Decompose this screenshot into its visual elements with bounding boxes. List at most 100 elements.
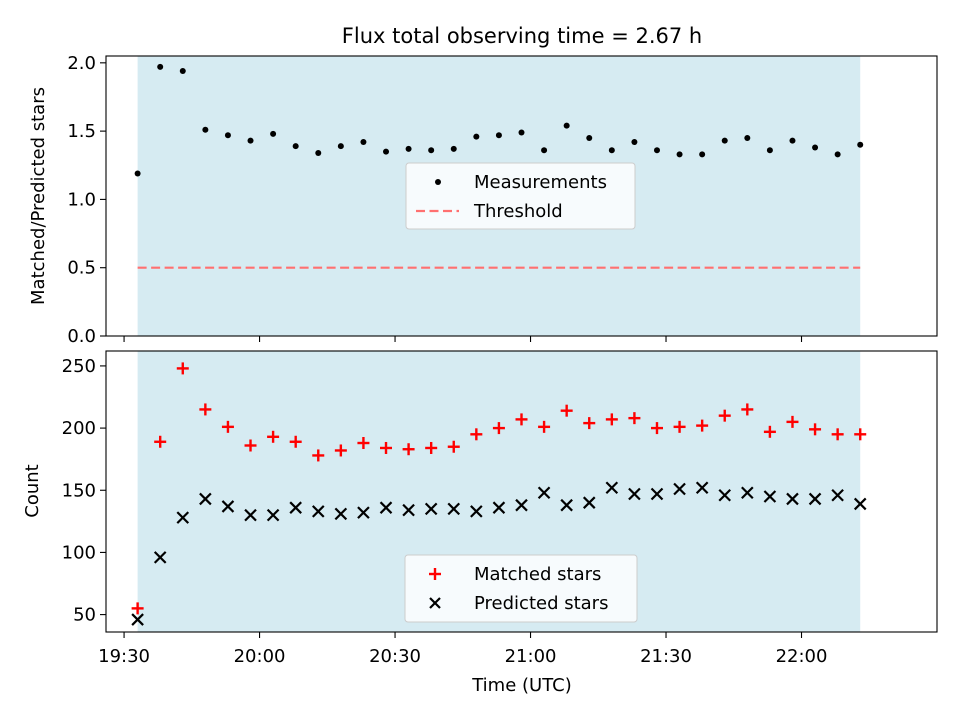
- measurement-point: [405, 145, 412, 152]
- measurement-point: [721, 137, 728, 144]
- measurement-point: [270, 130, 277, 137]
- predicted-star-point: [266, 508, 280, 522]
- top-plot-frame: [105, 55, 938, 337]
- predicted-star-point: [650, 487, 664, 501]
- x-tick-label: 20:00: [234, 646, 286, 667]
- predicted-star-point: [176, 511, 190, 524]
- measurement-point: [766, 147, 773, 154]
- legend-measurements-marker: [435, 179, 441, 185]
- bottom-legend: Matched stars Predicted stars: [404, 554, 638, 623]
- measurement-point: [473, 133, 480, 140]
- predicted-star-point: [786, 492, 799, 506]
- predicted-star-point: [311, 505, 325, 518]
- predicted-stars-points: [131, 481, 867, 626]
- top-legend: Measurements Threshold: [405, 162, 636, 230]
- predicted-star-point: [334, 507, 348, 521]
- legend-measurements-label: Measurements: [474, 172, 607, 193]
- x-tick-label: 20:30: [369, 646, 421, 667]
- matched-star-point: [131, 602, 144, 615]
- x-axis-label: Time (UTC): [471, 675, 572, 696]
- measurement-point: [383, 148, 390, 155]
- legend-predicted-marker: [429, 597, 441, 609]
- predicted-star-point: [695, 481, 709, 495]
- measurement-point: [315, 149, 322, 156]
- matched-star-point: [560, 404, 573, 417]
- predicted-star-point: [492, 501, 506, 514]
- matched-star-point: [447, 440, 460, 453]
- measurement-point: [157, 63, 164, 70]
- matched-star-point: [221, 420, 234, 433]
- top-y-ticks: 0.0 0.5 1.0 1.5 2.0: [67, 53, 106, 347]
- matched-star-point: [357, 437, 370, 450]
- matched-star-point: [470, 428, 483, 441]
- predicted-star-point: [357, 506, 370, 519]
- top-y-tick-label: 0.0: [67, 326, 96, 347]
- measurement-point: [428, 147, 435, 154]
- chart-title: Flux total observing time = 2.67 h: [342, 24, 702, 48]
- measurement-point: [450, 145, 457, 152]
- matched-star-point: [741, 403, 754, 416]
- matched-star-point: [312, 449, 325, 462]
- legend-threshold-label: Threshold: [473, 201, 563, 222]
- predicted-star-point: [379, 501, 393, 514]
- predicted-star-point: [131, 613, 144, 626]
- predicted-star-point: [424, 502, 438, 516]
- bottom-panel: 50 100 150 200 250 19:30 20:00 20:30 21:00 21:30…: [22, 350, 938, 696]
- measurement-point: [247, 137, 254, 144]
- matched-star-point: [718, 409, 731, 422]
- matched-star-point: [199, 403, 212, 416]
- bottom-y-tick-label: 50: [73, 605, 96, 626]
- matched-star-point: [673, 420, 686, 433]
- matched-star-point: [809, 423, 822, 436]
- top-x-ticks: [123, 336, 803, 342]
- measurement-point: [337, 143, 344, 150]
- bottom-y-tick-label: 150: [62, 480, 96, 501]
- measurement-point: [360, 139, 367, 146]
- measurement-point: [834, 151, 841, 158]
- matched-star-point: [605, 413, 618, 426]
- top-y-tick-label: 0.5: [67, 258, 96, 279]
- predicted-star-point: [560, 498, 573, 512]
- predicted-star-point: [673, 482, 686, 496]
- bottom-y-tick-label: 250: [62, 356, 96, 377]
- measurement-point: [744, 134, 751, 141]
- matched-star-point: [831, 428, 844, 441]
- measurement-point: [541, 147, 548, 154]
- predicted-star-point: [515, 498, 528, 512]
- matched-star-point: [334, 444, 347, 457]
- measurement-point: [202, 126, 209, 133]
- measurement-point: [789, 137, 796, 144]
- matched-star-point: [289, 435, 302, 448]
- matched-star-point: [538, 420, 551, 433]
- matched-star-point: [786, 415, 799, 428]
- bottom-y-tick-label: 200: [62, 418, 96, 439]
- top-panel: 0.00.51.01.52.0 Matched/Predicted stars …: [28, 53, 938, 347]
- x-tick-label: 21:30: [640, 646, 692, 667]
- x-tick-label: 21:00: [505, 646, 557, 667]
- matched-star-point: [763, 425, 776, 438]
- legend-matched-label: Matched stars: [474, 564, 601, 585]
- x-tick-label: 22:00: [776, 646, 828, 667]
- matched-star-point: [628, 412, 641, 425]
- predicted-star-point: [582, 496, 596, 509]
- measurement-point: [857, 141, 864, 148]
- measurements-points: [134, 63, 864, 177]
- predicted-star-point: [199, 492, 212, 506]
- matched-star-point: [154, 435, 167, 448]
- predicted-star-point: [153, 551, 167, 564]
- measurement-point: [563, 122, 570, 129]
- measurement-point: [224, 132, 231, 139]
- measurement-point: [134, 170, 141, 177]
- measurement-point: [292, 143, 299, 150]
- matched-star-point: [492, 422, 505, 435]
- matched-star-point: [583, 417, 596, 430]
- measurement-point: [676, 151, 683, 158]
- predicted-star-point: [470, 505, 483, 518]
- top-legend-box: [405, 162, 636, 230]
- measurement-point: [812, 144, 819, 151]
- predicted-star-point: [605, 481, 619, 495]
- predicted-star-point: [741, 486, 754, 500]
- matched-star-point: [515, 413, 528, 426]
- predicted-star-point: [808, 492, 822, 506]
